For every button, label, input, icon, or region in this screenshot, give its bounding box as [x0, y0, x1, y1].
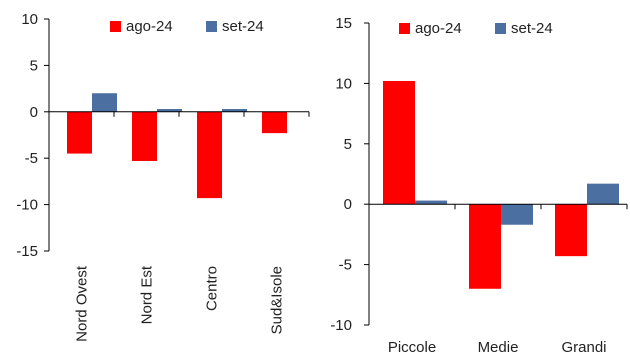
right-bar-ago-24: [555, 204, 587, 257]
right-y-tick-label: 10: [335, 75, 352, 92]
left-bar-set-24: [92, 93, 117, 112]
right-y-tick-label: 15: [335, 15, 352, 32]
regional-chart: -15 -10 -5 0 5 10 Nord Ovest Nord Est Centro Sud&…: [16, 11, 312, 342]
right-bar-ago-24: [469, 204, 501, 289]
left-y-tick-label: -5: [25, 150, 38, 167]
right-category-label: Grandi: [561, 339, 606, 356]
right-bar-set-24: [587, 183, 619, 205]
right-legend-label: set-24: [511, 20, 553, 37]
right-legend-label: ago-24: [415, 20, 462, 37]
left-legend-label: ago-24: [126, 18, 173, 35]
company-size-chart: -10 -5 0 5 10 15 Piccole Medie Grandi ago-24 set-2…: [330, 15, 628, 356]
left-bar-ago-24: [132, 111, 157, 161]
right-y-tick-label: -5: [339, 257, 352, 274]
right-y-tick-label: 5: [344, 136, 352, 153]
left-y-tick-label: 5: [30, 57, 38, 74]
left-legend-label: set-24: [222, 18, 264, 35]
left-bar-ago-24: [262, 111, 287, 134]
left-category-label: Centro: [204, 266, 221, 311]
left-legend-swatch: [206, 21, 217, 32]
right-bar-ago-24: [383, 80, 415, 205]
left-bar-set-24: [222, 109, 247, 112]
right-bar-set-24: [415, 200, 447, 205]
right-category-label: Medie: [478, 339, 519, 356]
left-y-tick-label: -15: [16, 243, 38, 260]
left-bar-set-24: [157, 109, 182, 112]
right-y-tick-label: 0: [344, 196, 352, 213]
left-legend-swatch: [110, 21, 121, 32]
left-y-tick-label: -10: [16, 197, 38, 214]
left-category-label: Sud&Isole: [269, 266, 286, 334]
left-y-tick-label: 0: [30, 104, 38, 121]
right-legend-swatch: [399, 23, 410, 34]
left-y-tick-label: 10: [21, 11, 38, 28]
right-y-tick-label: -10: [330, 317, 352, 334]
left-category-label: Nord Est: [139, 265, 156, 324]
right-legend-swatch: [495, 23, 506, 34]
left-category-label: Nord Ovest: [74, 265, 91, 342]
left-bar-ago-24: [67, 111, 92, 154]
right-category-label: Piccole: [388, 339, 436, 356]
right-bar-set-24: [501, 204, 533, 225]
left-bar-ago-24: [197, 111, 222, 199]
